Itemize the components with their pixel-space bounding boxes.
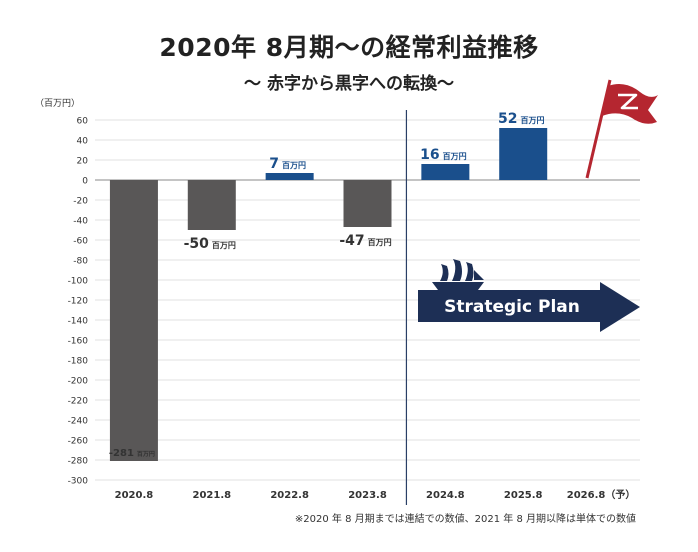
footnote: ※2020 年 8 月期までは連結での数値、2021 年 8 月期以降は単体での…	[294, 514, 636, 525]
x-tick-label: 2023.8	[348, 490, 387, 501]
y-tick-label: -180	[68, 357, 89, 367]
y-tick-label: 60	[77, 117, 89, 127]
bar	[109, 180, 158, 461]
data-label: 7 百万円	[269, 156, 306, 172]
y-axis-unit-label: （百万円）	[35, 98, 80, 109]
data-label: 52 百万円	[498, 111, 544, 127]
y-tick-label: -80	[73, 257, 88, 267]
y-tick-label: -300	[68, 477, 89, 487]
y-tick-label: -280	[68, 457, 89, 467]
y-tick-label: -200	[68, 377, 89, 387]
strategic-plan-arrow	[418, 282, 640, 332]
data-label: 16 百万円	[420, 147, 466, 163]
strategic-plan-label: Strategic Plan	[444, 297, 580, 317]
x-tick-label: 2025.8	[504, 490, 543, 501]
bar	[343, 180, 392, 227]
x-tick-label: 2021.8	[192, 490, 231, 501]
chart-title: 2020年 8月期〜の経常利益推移	[159, 33, 539, 62]
y-tick-label: -40	[73, 217, 88, 227]
y-tick-label: -120	[68, 297, 89, 307]
bar	[421, 164, 470, 180]
y-tick-label: 20	[77, 157, 89, 167]
sailing-ship-icon	[432, 259, 484, 290]
bar	[265, 173, 314, 180]
bar	[499, 128, 548, 180]
y-tick-label: -60	[73, 237, 88, 247]
flag-icon	[585, 79, 658, 179]
y-tick-label: -20	[73, 197, 88, 207]
y-tick-label: -100	[68, 277, 89, 287]
y-tick-label: -140	[68, 317, 89, 327]
chart-subtitle: 〜 赤字から黒字への転換〜	[244, 74, 454, 94]
x-tick-label: 2022.8	[270, 490, 309, 501]
y-tick-label: 40	[77, 137, 89, 147]
data-label: -47 百万円	[339, 233, 391, 249]
data-label: -281 百万円	[109, 448, 155, 459]
x-tick-label: 2026.8（予）	[567, 488, 636, 501]
y-tick-label: 0	[82, 177, 88, 187]
data-label: -50 百万円	[184, 236, 236, 252]
y-tick-label: -240	[68, 417, 89, 427]
y-tick-label: -220	[68, 397, 89, 407]
y-tick-label: -260	[68, 437, 89, 447]
y-tick-label: -160	[68, 337, 89, 347]
x-tick-label: 2020.8	[115, 490, 154, 501]
x-tick-label: 2024.8	[426, 490, 465, 501]
bar	[187, 180, 236, 230]
